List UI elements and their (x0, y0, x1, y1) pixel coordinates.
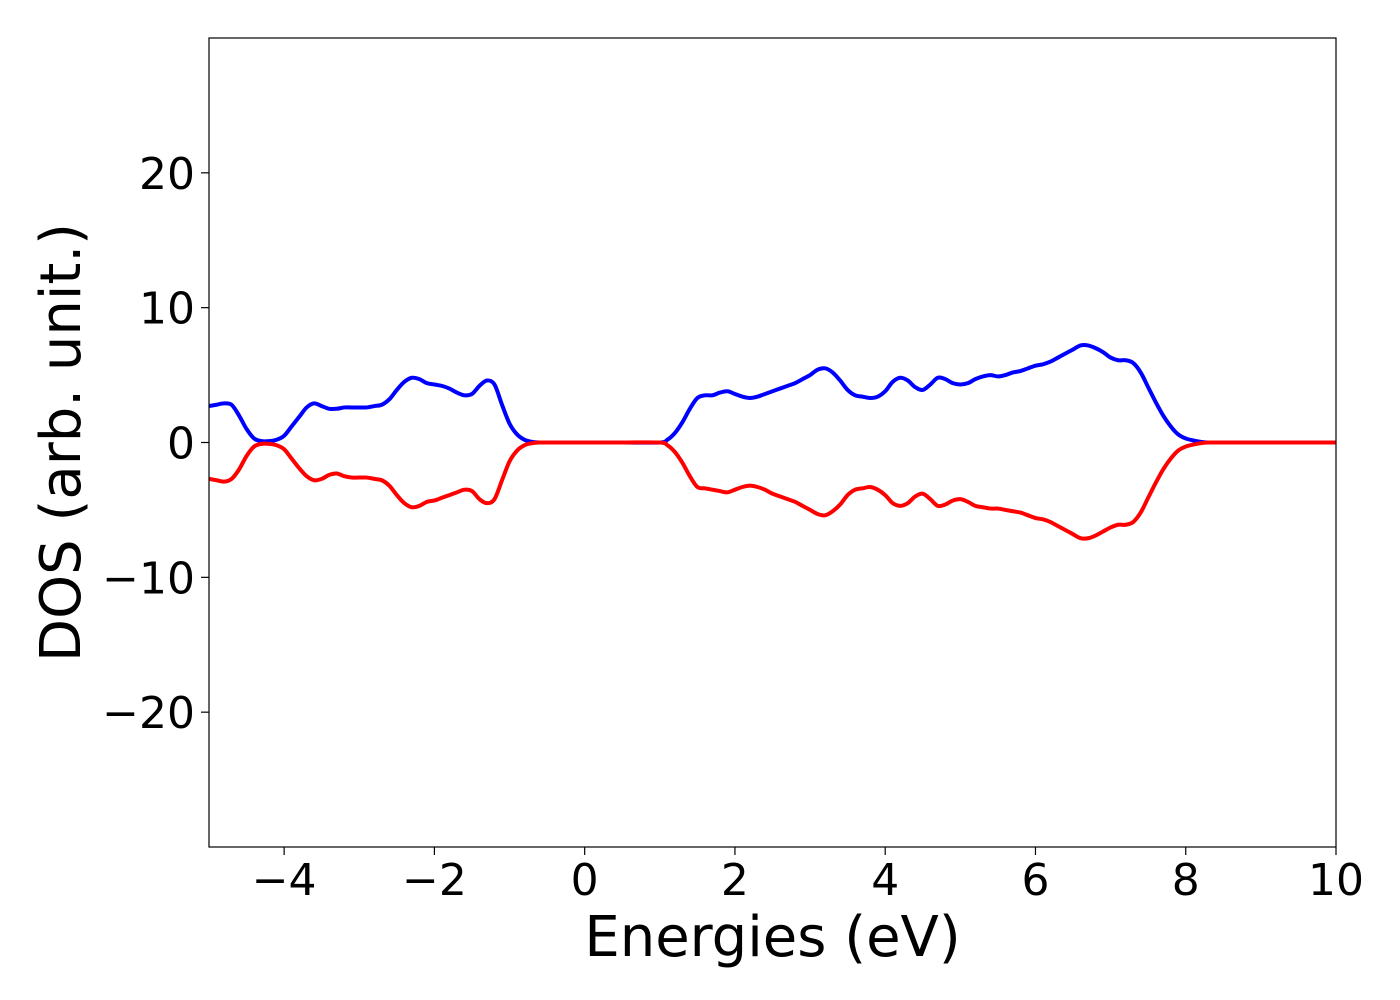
y-axis: −20 −10 0 10 20 (102, 149, 209, 739)
y-tick-label: −10 (102, 553, 195, 604)
x-axis-label: Energies (eV) (584, 905, 960, 970)
x-tick-label: −2 (402, 855, 467, 906)
plot-frame (208, 37, 1337, 848)
y-axis-label: DOS (arb. unit.) (29, 223, 94, 662)
y-tick-label: 0 (167, 419, 195, 470)
series-line-spin-down (209, 440, 1336, 541)
x-axis: −4 −2 0 2 4 6 8 10 (252, 847, 1364, 906)
x-tick-label: 4 (871, 855, 899, 906)
x-tick-label: 0 (571, 855, 599, 906)
series-layer (209, 343, 1336, 541)
y-tick-label: −20 (102, 688, 195, 739)
x-tick-label: 2 (721, 855, 749, 906)
x-tick-label: −4 (252, 855, 317, 906)
x-tick-label: 10 (1308, 855, 1364, 906)
y-tick-label: 10 (139, 284, 195, 335)
x-tick-label: 6 (1021, 855, 1049, 906)
series-line-spin-up (209, 343, 1336, 445)
y-tick-label: 20 (139, 149, 195, 200)
x-tick-label: 8 (1172, 855, 1200, 906)
